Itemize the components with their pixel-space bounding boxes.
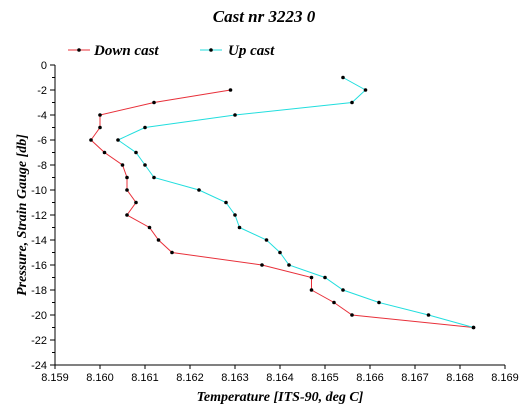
data-point bbox=[426, 313, 431, 317]
y-tick-label: 0 bbox=[41, 60, 47, 72]
x-tick-label: 8.162 bbox=[176, 372, 204, 384]
data-point bbox=[363, 88, 368, 92]
y-axis-label: Pressure, Strain Gauge [db] bbox=[15, 134, 30, 296]
y-tick-label: -16 bbox=[31, 260, 47, 272]
data-point bbox=[264, 238, 269, 242]
y-tick-label: -22 bbox=[31, 335, 47, 347]
y-axis-ticks: 0 -2 -4 -6 -8 -10 -12 -14 -16 -18 -20 -22 -24 bbox=[31, 60, 55, 372]
legend: Down cast Up cast bbox=[68, 43, 275, 59]
data-point bbox=[197, 188, 201, 192]
data-point bbox=[332, 300, 336, 305]
data-point bbox=[156, 238, 161, 242]
legend-marker-down-cast bbox=[77, 48, 81, 52]
data-point bbox=[323, 275, 327, 280]
data-point bbox=[341, 288, 345, 292]
legend-label-down-cast: Down cast bbox=[93, 43, 159, 59]
series-1 bbox=[116, 75, 476, 330]
x-axis-ticks: 8.159 8.160 8.161 8.162 8.163 8.164 8.165 8.166… bbox=[41, 365, 519, 384]
x-tick-label: 8.169 bbox=[491, 372, 519, 384]
data-point bbox=[125, 188, 129, 192]
x-axis-label: Temperature [ITS-90, deg C] bbox=[197, 390, 364, 405]
chart-title: Cast nr 3223 0 bbox=[213, 7, 316, 26]
data-point bbox=[350, 100, 354, 105]
x-tick-label: 8.161 bbox=[131, 372, 159, 384]
y-tick-label: -4 bbox=[37, 110, 47, 122]
data-point bbox=[228, 88, 233, 92]
x-tick-label: 8.168 bbox=[446, 372, 474, 384]
data-point bbox=[237, 225, 242, 230]
data-point bbox=[350, 313, 354, 317]
series-line-0 bbox=[90, 89, 474, 328]
data-point bbox=[309, 275, 314, 280]
y-tick-label: -6 bbox=[37, 135, 47, 147]
data-point bbox=[233, 113, 237, 117]
x-tick-label: 8.164 bbox=[266, 372, 294, 384]
data-point bbox=[309, 288, 314, 292]
x-tick-label: 8.167 bbox=[401, 372, 429, 384]
data-point bbox=[147, 225, 152, 230]
data-point bbox=[260, 263, 264, 267]
data-point bbox=[102, 150, 107, 155]
data-point bbox=[89, 138, 93, 142]
x-tick-label: 8.163 bbox=[221, 372, 249, 384]
data-point bbox=[152, 175, 156, 180]
data-point bbox=[125, 213, 129, 217]
y-tick-label: -2 bbox=[37, 85, 47, 97]
data-point bbox=[152, 100, 156, 105]
data-point bbox=[143, 163, 147, 167]
series-0 bbox=[89, 88, 476, 330]
data-point bbox=[134, 200, 138, 205]
data-point bbox=[134, 150, 138, 155]
legend-marker-up-cast bbox=[209, 48, 213, 52]
y-tick-label: -24 bbox=[31, 360, 47, 372]
y-tick-label: -18 bbox=[31, 285, 47, 297]
data-point bbox=[98, 125, 102, 130]
data-point bbox=[120, 163, 125, 167]
series-layer bbox=[89, 75, 476, 330]
y-tick-label: -20 bbox=[31, 310, 47, 322]
data-point bbox=[125, 175, 129, 180]
legend-label-up-cast: Up cast bbox=[228, 43, 275, 59]
data-point bbox=[233, 213, 237, 217]
data-point bbox=[471, 325, 476, 330]
data-point bbox=[143, 125, 147, 130]
x-tick-label: 8.159 bbox=[41, 372, 69, 384]
data-point bbox=[377, 300, 381, 305]
data-point bbox=[170, 250, 174, 255]
x-tick-label: 8.166 bbox=[356, 372, 384, 384]
y-tick-label: -8 bbox=[37, 160, 47, 172]
data-point bbox=[341, 75, 345, 80]
data-point bbox=[224, 200, 228, 205]
data-point bbox=[287, 263, 291, 267]
y-tick-label: -10 bbox=[31, 185, 47, 197]
y-tick-label: -14 bbox=[31, 235, 47, 247]
x-tick-label: 8.165 bbox=[311, 372, 339, 384]
x-tick-label: 8.160 bbox=[86, 372, 114, 384]
data-point bbox=[98, 113, 102, 117]
y-tick-label: -12 bbox=[31, 210, 47, 222]
data-point bbox=[278, 250, 282, 255]
data-point bbox=[116, 138, 120, 142]
